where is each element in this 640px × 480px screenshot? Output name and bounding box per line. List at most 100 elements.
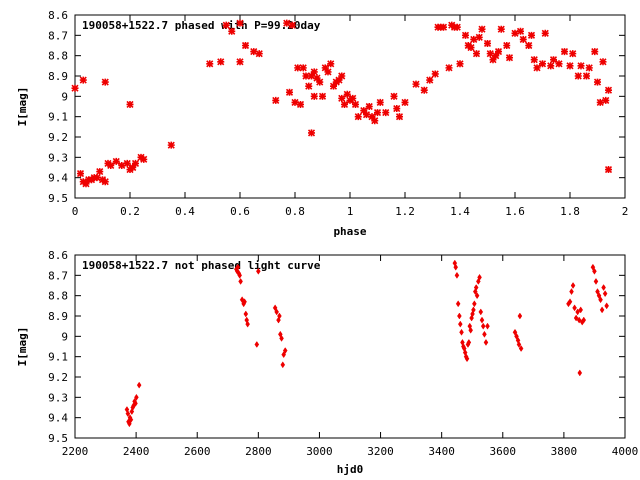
phased-data-point xyxy=(79,76,87,84)
raw-data-point xyxy=(567,298,573,306)
raw-data-point xyxy=(256,267,261,275)
phased-data-point xyxy=(483,39,492,48)
phased-data-point xyxy=(349,94,357,102)
phased-data-point xyxy=(516,27,525,35)
phased-data-point xyxy=(602,96,610,104)
phased-data-point xyxy=(316,78,324,86)
phased-data-point xyxy=(222,21,230,29)
raw-data-point xyxy=(592,267,597,275)
phased-data-point xyxy=(310,68,318,76)
phased-data-point xyxy=(101,178,109,186)
phased-data-point xyxy=(310,92,318,100)
phased-y-tick-label: 9.3 xyxy=(48,151,68,164)
raw-data-point xyxy=(128,416,134,424)
phased-data-point xyxy=(456,60,464,68)
phased-data-point xyxy=(555,60,563,68)
raw-data-point xyxy=(604,302,609,310)
phased-data-point xyxy=(255,50,263,58)
phased-data-point xyxy=(505,54,514,62)
raw-data-point xyxy=(473,284,479,291)
raw-x-tick-label: 3200 xyxy=(367,445,394,458)
phased-x-tick-label: 0 xyxy=(72,205,79,218)
phased-data-point xyxy=(461,31,470,39)
phased-data-point xyxy=(492,52,500,60)
raw-data-point xyxy=(237,271,242,279)
phased-data-point xyxy=(343,90,351,98)
raw-data-point xyxy=(474,292,480,300)
phased-y-tick-label: 8.8 xyxy=(48,50,68,63)
raw-x-tick-label: 4000 xyxy=(612,445,639,458)
phased-chart-title: 190058+1522.7 phased with P=99.20day xyxy=(82,19,321,32)
phased-data-point xyxy=(338,94,346,102)
phased-data-point xyxy=(453,23,461,31)
phased-data-point xyxy=(412,80,420,88)
phased-data-point xyxy=(313,74,321,82)
phased-data-point xyxy=(228,27,236,35)
phased-data-point xyxy=(71,84,79,92)
phased-data-point xyxy=(596,98,604,106)
phased-chart: 0 0.2 0.4 0.6 0.8 1 1.2 1.4 1.6 1.8 2 8.6 8.7 8.8 8.9 9… xyxy=(16,9,628,238)
raw-x-tick-label: 2400 xyxy=(123,445,150,458)
phased-data-point xyxy=(107,161,115,170)
raw-data-point xyxy=(471,306,476,314)
phased-data-point xyxy=(327,60,335,68)
phased-data-point xyxy=(445,64,453,72)
raw-data-point xyxy=(238,277,243,285)
phased-data-point xyxy=(299,64,307,72)
phased-data-point xyxy=(335,76,343,84)
phased-plot-frame xyxy=(74,14,626,199)
raw-y-tick-label: 8.7 xyxy=(48,269,68,282)
raw-data-point xyxy=(517,312,523,320)
raw-data-point xyxy=(245,320,250,328)
phased-data-point xyxy=(285,88,294,96)
raw-x-tick-label: 2200 xyxy=(62,445,89,458)
phased-data-point xyxy=(497,25,505,33)
raw-data-point xyxy=(243,310,249,318)
phased-data-point xyxy=(470,35,478,43)
phased-data-point xyxy=(324,68,332,76)
raw-data-point xyxy=(470,310,475,318)
phased-data-point xyxy=(307,129,316,137)
raw-data-point xyxy=(468,326,473,334)
raw-data-point xyxy=(516,341,522,348)
phased-data-point xyxy=(547,62,555,70)
raw-data-point xyxy=(577,369,583,377)
raw-y-axis-label: I[mag] xyxy=(16,327,29,367)
raw-data-point xyxy=(581,316,587,324)
raw-data-point xyxy=(601,284,606,291)
phased-data-point xyxy=(360,107,368,115)
phased-data-point xyxy=(82,180,90,188)
raw-y-tick-label: 8.8 xyxy=(48,290,68,303)
raw-data-point xyxy=(593,277,599,285)
phased-data-point xyxy=(577,62,585,70)
phased-y-tick-label: 8.7 xyxy=(48,29,68,42)
phased-data-point xyxy=(217,58,225,66)
phased-y-tick-label: 9.2 xyxy=(48,131,68,144)
phased-x-tick-label: 0.8 xyxy=(285,205,305,218)
phased-data-point xyxy=(123,159,131,167)
phased-x-tick-label: 2 xyxy=(622,205,629,218)
phased-data-point xyxy=(533,64,541,72)
raw-data-point xyxy=(277,312,282,320)
raw-y-tick-label: 9.3 xyxy=(48,391,68,404)
raw-data-point xyxy=(472,288,478,296)
raw-data-point xyxy=(480,322,486,330)
phased-data-point xyxy=(129,163,137,172)
phased-y-axis-label: I[mag] xyxy=(16,87,29,127)
phased-data-point xyxy=(118,161,126,170)
phased-data-point xyxy=(585,64,593,72)
phased-x-tick-label: 1.6 xyxy=(505,205,525,218)
phased-data-point xyxy=(318,92,327,100)
raw-data-point xyxy=(457,312,462,320)
phased-data-point xyxy=(93,174,101,182)
phased-data-point xyxy=(599,58,607,66)
raw-data-point xyxy=(454,271,460,279)
raw-data-point xyxy=(482,330,487,338)
raw-data-point xyxy=(469,314,474,322)
phased-y-tick-label: 8.9 xyxy=(48,70,68,83)
raw-x-axis-label: hjd0 xyxy=(337,463,364,476)
raw-data-point xyxy=(254,341,260,348)
phased-data-point xyxy=(368,113,376,121)
raw-x-tick-label: 3400 xyxy=(428,445,455,458)
